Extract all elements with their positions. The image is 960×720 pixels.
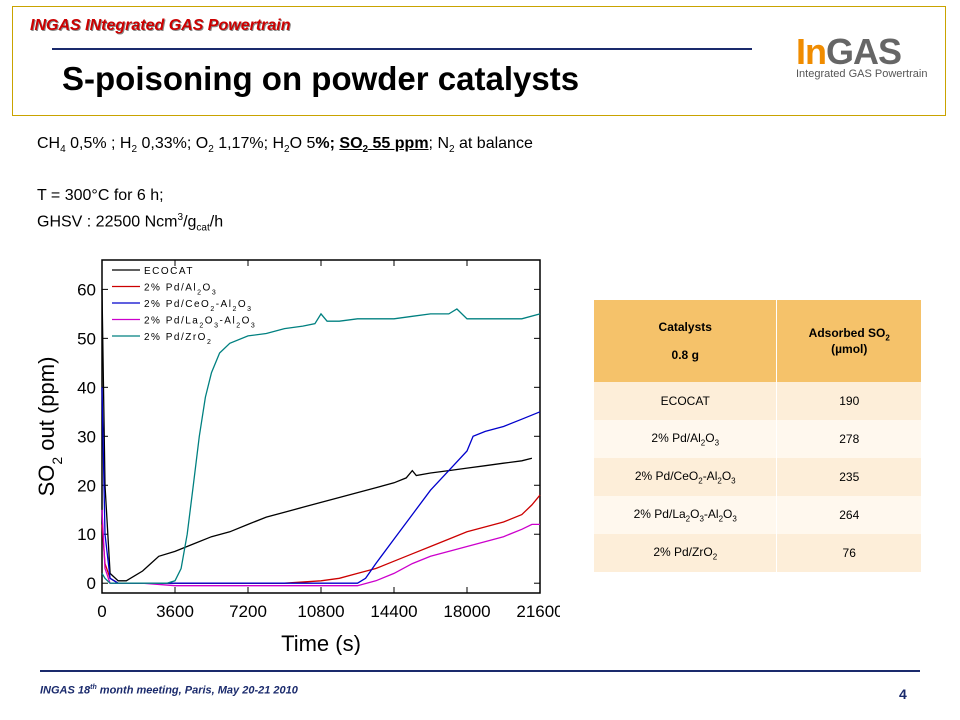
so2-concentration: SO2 55 ppm [339,135,429,156]
table-row: 2% Pd/ZrO2 76 [594,534,921,572]
table-row: 2% Pd/CeO2-Al2O3 235 [594,458,921,496]
header-divider [52,48,752,50]
table-row: ECOCAT 190 [594,382,921,420]
adsorbed-cell: 76 [776,534,921,572]
conditions-line-3: GHSV : 22500 Ncm3/gcat/h [37,212,224,234]
y-axis-label: SO2 out (ppm) [34,357,65,497]
catalyst-cell: 2% Pd/Al2O3 [594,420,778,458]
x-tick-label: 18000 [443,602,490,621]
x-tick-label: 3600 [156,602,194,621]
table-header-row: Catalysts 0.8 g Adsorbed SO2 (µmol) [594,300,921,382]
x-axis-label: Time (s) [281,631,361,655]
y-tick-label: 60 [77,280,96,299]
catalyst-cell: ECOCAT [594,382,778,420]
y-tick-label: 20 [77,476,96,495]
y-tick-label: 40 [77,378,96,397]
header-frame [12,6,946,116]
legend-label-2: 2% Pd/Al2O3 [144,283,217,297]
legend-label-1: ECOCAT [144,266,194,277]
series-line-1 [101,289,533,582]
adsorbed-cell: 190 [776,382,921,420]
legend-label-5: 2% Pd/ZrO2 [144,332,212,346]
page-title: S-poisoning on powder catalysts [62,60,580,97]
conditions-line-2: T = 300°C for 6 h; [37,187,164,204]
table-row: 2% Pd/Al2O3 278 [594,420,921,458]
logo-subtitle: Integrated GAS Powertrain [796,68,928,80]
ingas-logo: InGAS Integrated GAS Powertrain [796,31,928,81]
adsorbed-cell: 278 [776,420,921,458]
legend-label-4: 2% Pd/La2O3-Al2O3 [144,316,256,330]
x-tick-label: 10800 [297,602,344,621]
series-line-5 [101,308,541,584]
series-line-2 [101,494,541,584]
catalyst-cell: 2% Pd/CeO2-Al2O3 [594,458,778,496]
footer-divider [40,670,920,672]
project-label: INGAS INtegrated GAS Powertrain [30,17,291,34]
logo-in: In [796,31,827,72]
so2-breakthrough-chart: 0 3600 7200 10800 14400 18000 21600 0 10 20 30 40 50… [34,259,560,655]
series-line-4 [101,509,540,587]
adsorbed-cell: 235 [776,458,921,496]
adsorbed-header: Adsorbed SO2 (µmol) [776,300,921,382]
catalysts-header: Catalysts 0.8 g [594,300,778,382]
y-tick-label: 50 [77,329,96,348]
catalyst-cell: 2% Pd/ZrO2 [594,534,778,572]
page-number: 4 [899,686,907,702]
y-tick-label: 30 [77,427,96,446]
x-tick-label: 0 [97,602,106,621]
footer-text: INGAS 18th month meeting, Paris, May 20-… [40,684,298,697]
y-tick-label: 0 [87,574,96,593]
y-tick-label: 10 [77,525,96,544]
table-row: 2% Pd/La2O3-Al2O3 264 [594,496,921,534]
catalyst-cell: 2% Pd/La2O3-Al2O3 [594,496,778,534]
x-tick-label: 21600 [516,602,560,621]
legend-label-3: 2% Pd/CeO2-Al2O3 [144,299,253,313]
conditions-line-1: CH4 0,5% ; H2 0,33%; O2 1,17%; H2O 5%; S… [37,135,533,156]
x-tick-label: 7200 [229,602,267,621]
adsorbed-so2-table: Catalysts 0.8 g Adsorbed SO2 (µmol) ECOCAT… [594,300,921,572]
logo-gas: GAS [826,31,902,72]
adsorbed-cell: 264 [776,496,921,534]
x-tick-label: 14400 [370,602,417,621]
